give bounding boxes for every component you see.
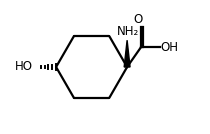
Text: OH: OH: [160, 41, 178, 54]
Text: NH₂: NH₂: [117, 25, 140, 38]
Text: HO: HO: [15, 60, 33, 74]
Text: O: O: [133, 13, 142, 26]
Polygon shape: [124, 40, 130, 67]
